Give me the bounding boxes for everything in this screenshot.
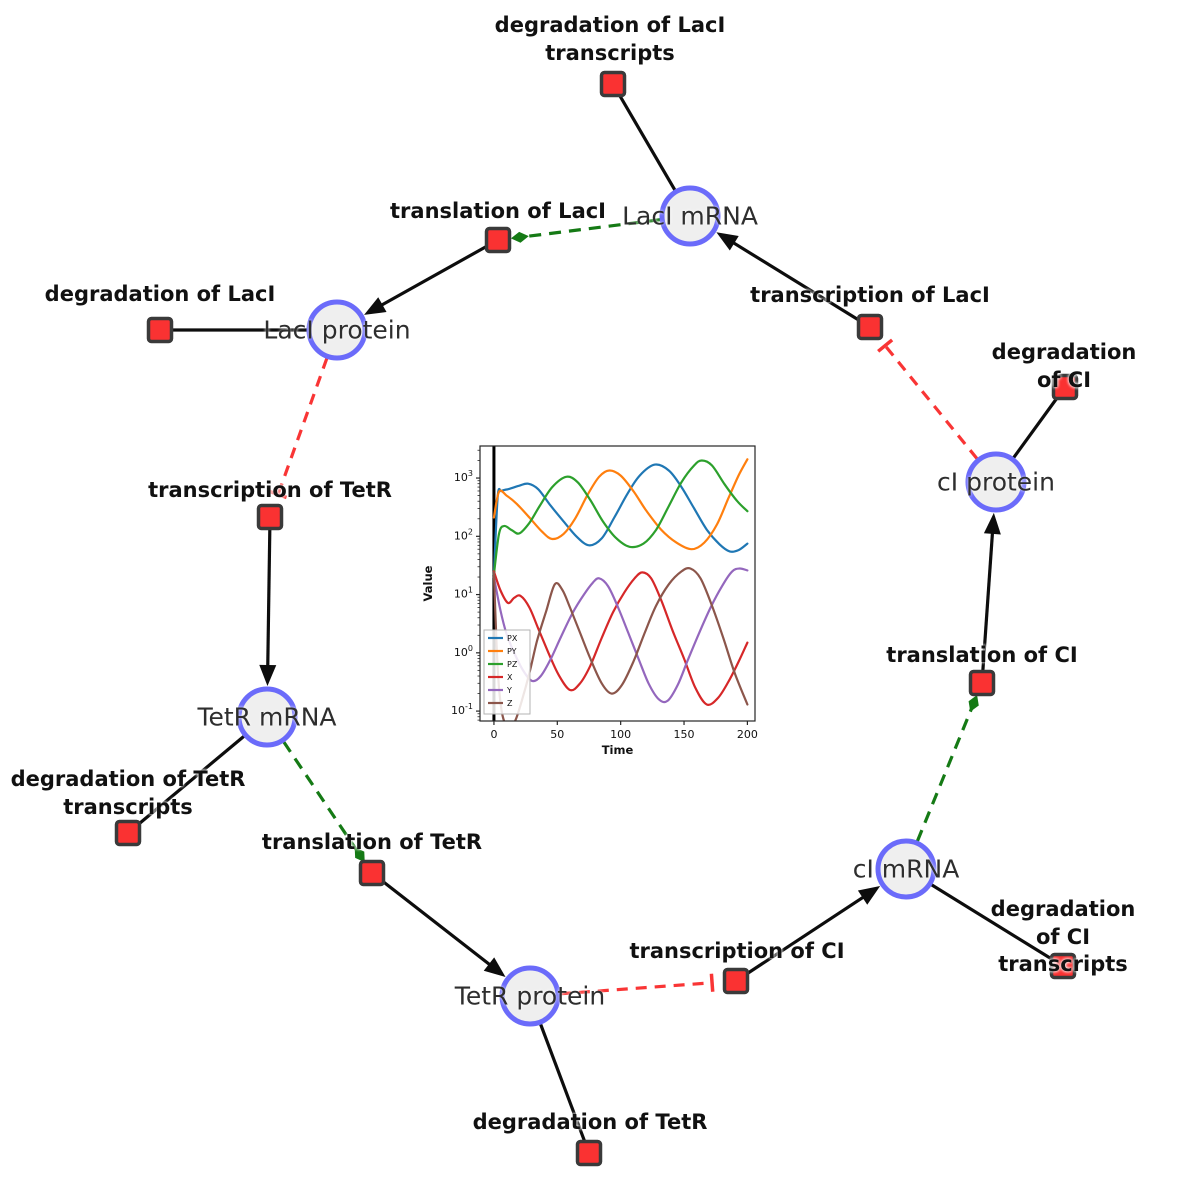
edge-inhibition-ci_protein-transc_laci	[883, 344, 979, 460]
edge-reactant-ci_mrna-transl_ci	[915, 707, 974, 842]
chart-legend: PX PY PZ XYZ	[483, 629, 531, 715]
reaction-node-transl_ci[interactable]	[968, 669, 996, 697]
reaction-node-transc_tetr[interactable]	[256, 503, 284, 531]
edge-production-transc_tetr-tetr_mrna-arrowhead	[259, 664, 277, 687]
reaction-node-deg_laci[interactable]	[146, 316, 174, 344]
edge-inhibition-laci_protein-transc_tetr	[276, 357, 329, 495]
axis-ticks: 10-1 100 101 102 103 0 50 100 150 200	[451, 449, 758, 741]
species-node-tetr_mrna[interactable]	[236, 686, 298, 748]
y-tick-label: 102	[454, 527, 473, 542]
edge-inhibition-tetr_protein-transc_ci-tbar	[709, 973, 715, 992]
edge-inhibition-ci_protein-transc_laci-tbar	[877, 338, 894, 353]
x-tick-label: 50	[550, 728, 564, 741]
series-line-PY	[492, 458, 749, 551]
edge-inhibition-tetr_protein-transc_ci	[559, 981, 713, 996]
edge-inhibition-laci_protein-transc_tetr-tbar	[269, 489, 288, 500]
x-axis-label: Time	[602, 743, 634, 756]
x-tick-label: 100	[610, 728, 631, 741]
legend-label-PY: PY	[507, 647, 517, 656]
edge-production-transl_tetr-tetr_protein-arrowhead	[483, 957, 506, 977]
reaction-node-deg_ci[interactable]	[1051, 373, 1079, 401]
reaction-node-transl_tetr[interactable]	[358, 859, 386, 887]
series-line-Z	[492, 567, 749, 721]
edge-production-transc_ci-ci_mrna-arrowhead	[857, 886, 881, 905]
series-line-X	[492, 570, 749, 706]
x-tick-label: 150	[674, 728, 695, 741]
reaction-node-deg_laci_tx[interactable]	[599, 70, 627, 98]
edge-production-transl_tetr-tetr_protein	[371, 871, 494, 968]
species-node-laci_protein[interactable]	[306, 299, 368, 361]
y-axis-label: Value	[421, 565, 435, 601]
edge-production-transc_laci-laci_mrna-arrowhead	[716, 232, 739, 251]
series-line-PX	[492, 463, 749, 576]
edge-degradation-laci_mrna-deg_laci_tx	[611, 83, 677, 191]
reaction-node-transl_laci[interactable]	[484, 226, 512, 254]
edge-degradation-tetr_mrna-deg_tetr_tx	[126, 734, 245, 835]
edge-reactant-tetr_mrna-transl_tetr	[282, 740, 359, 852]
edge-production-transl_ci-ci_protein	[980, 529, 995, 684]
edge-production-transl_laci-laci_protein	[378, 238, 499, 308]
edge-production-transc_laci-laci_mrna	[730, 239, 871, 329]
legend-label-PX: PX	[507, 634, 518, 643]
reaction-node-transc_laci[interactable]	[856, 313, 884, 341]
edge-production-transc_tetr-tetr_mrna	[266, 516, 272, 670]
reaction-node-deg_tetr_tx[interactable]	[114, 819, 142, 847]
y-tick-label: 101	[454, 586, 473, 601]
legend-label-Z: Z	[507, 699, 513, 708]
edge-reactant-tetr_mrna-transl_tetr-diamond	[354, 847, 365, 863]
nodes-layer	[114, 70, 1079, 1167]
edge-reactant-ci_mrna-transl_ci-diamond	[968, 695, 979, 712]
legend-label-PZ: PZ	[507, 660, 518, 669]
edges-layer	[126, 83, 1067, 1154]
y-tick-label: 100	[454, 644, 473, 659]
edge-degradation-ci_mrna-deg_ci_tx	[930, 883, 1064, 968]
edge-reactant-laci_mrna-transl_laci	[524, 218, 661, 239]
legend-label-X: X	[507, 673, 513, 682]
edge-production-transl_laci-laci_protein-arrowhead	[364, 297, 387, 315]
chart-series-layer	[492, 446, 749, 721]
x-tick-label: 200	[737, 728, 758, 741]
y-tick-label: 10-1	[451, 702, 473, 717]
species-node-tetr_protein[interactable]	[499, 965, 561, 1027]
y-tick-label: 103	[454, 469, 473, 484]
series-line-PZ	[492, 459, 749, 576]
edge-production-transl_ci-ci_protein-arrowhead	[983, 512, 1001, 535]
edge-reactant-laci_mrna-transl_laci-diamond	[510, 231, 529, 243]
species-node-ci_mrna[interactable]	[875, 838, 937, 900]
reaction-node-deg_tetr[interactable]	[575, 1139, 603, 1167]
reaction-node-deg_ci_tx[interactable]	[1049, 952, 1077, 980]
species-node-laci_mrna[interactable]	[659, 185, 721, 247]
axes-frame	[479, 445, 756, 722]
reaction-node-transc_ci[interactable]	[722, 967, 750, 995]
legend-label-Y: Y	[506, 686, 512, 695]
edge-production-transc_ci-ci_mrna	[735, 894, 867, 983]
x-tick-label: 0	[490, 728, 497, 741]
species-node-ci_protein[interactable]	[965, 451, 1027, 513]
edge-degradation-tetr_protein-deg_tetr	[539, 1023, 591, 1154]
